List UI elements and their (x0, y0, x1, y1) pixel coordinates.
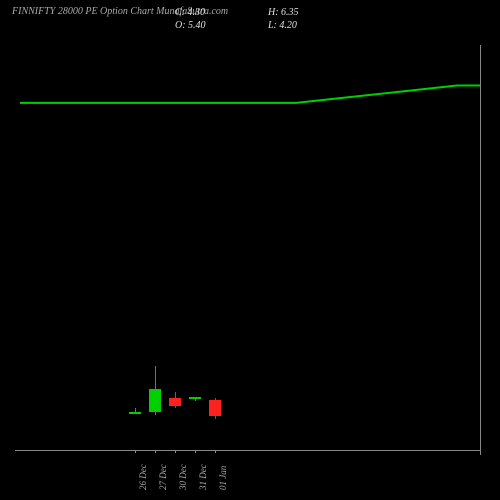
candlestick-area (0, 0, 500, 500)
y-axis (480, 45, 481, 455)
x-axis-label: 27 Dec (158, 464, 168, 490)
x-axis-label: 01 Jan (218, 466, 228, 490)
x-tick (195, 450, 196, 453)
x-axis (15, 450, 480, 451)
x-axis-label: 30 Dec (178, 464, 188, 490)
x-axis-label: 31 Dec (198, 464, 208, 490)
x-tick (135, 450, 136, 453)
x-tick (155, 450, 156, 453)
x-tick (175, 450, 176, 453)
x-tick (215, 450, 216, 453)
candle-body (189, 397, 201, 399)
candle-body (129, 412, 141, 414)
x-axis-label: 26 Dec (138, 464, 148, 490)
candle-body (209, 400, 221, 416)
candle-body (149, 389, 161, 412)
candle-body (169, 398, 181, 406)
